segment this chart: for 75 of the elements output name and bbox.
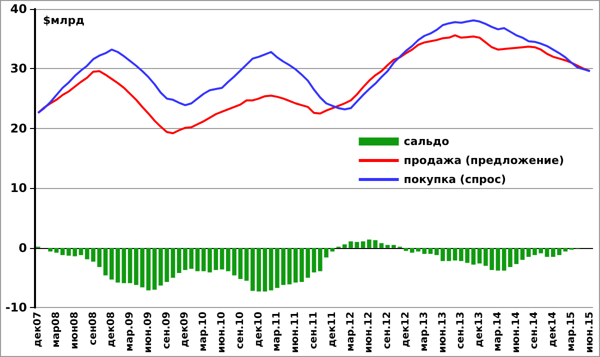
bar <box>404 248 408 251</box>
x-tick-label: сен08 <box>88 312 99 346</box>
bar <box>471 248 476 265</box>
x-tick-label: дек13 <box>474 312 486 348</box>
bar <box>379 243 384 248</box>
x-tick-label: июн.12 <box>364 312 375 354</box>
x-tick-label: мар.09 <box>124 312 136 352</box>
bar <box>103 248 108 276</box>
bar <box>287 248 292 284</box>
bar <box>354 242 360 248</box>
x-tick-label: июн.15 <box>584 312 596 354</box>
x-tick-label: дек14 <box>548 312 559 348</box>
bar <box>520 248 525 260</box>
y-tick-label: 40 <box>10 2 27 16</box>
bar <box>122 248 126 284</box>
x-tick-label: мар.14 <box>492 312 504 352</box>
bar <box>268 248 274 290</box>
bar <box>78 248 84 256</box>
x-tick-label: мар.13 <box>418 312 430 352</box>
bar <box>170 248 176 278</box>
bar <box>176 248 182 274</box>
x-tick-label: мар.12 <box>345 312 356 352</box>
bar <box>385 244 390 248</box>
x-tick-label: мар.10 <box>198 312 210 352</box>
x-tick-label: мар.15 <box>566 312 578 352</box>
y-axis-title: $млрд <box>43 14 85 27</box>
x-tick-label: июн.14 <box>510 312 522 354</box>
x-tick-label: сен.13 <box>456 312 467 349</box>
x-tick-label: дек10 <box>253 312 264 348</box>
bar <box>146 248 151 290</box>
bar <box>48 248 52 252</box>
x-tick-label: июн.13 <box>437 312 448 354</box>
x-tick-label: июн.10 <box>216 312 228 354</box>
bar <box>496 248 500 271</box>
bar <box>428 248 433 254</box>
legend-label: продажа (предложение) <box>404 154 564 167</box>
x-tick-label: мар.11 <box>272 312 283 352</box>
bar <box>220 248 224 270</box>
x-tick-label: июн.11 <box>290 312 302 354</box>
bar <box>60 248 65 256</box>
x-tick-label: дек08 <box>106 312 118 348</box>
x-tick-label: дек09 <box>180 312 191 348</box>
bar <box>446 248 452 262</box>
bar <box>563 248 568 252</box>
bar <box>360 241 366 248</box>
bar <box>544 248 550 257</box>
x-tick-label: сен.12 <box>382 312 394 349</box>
x-tick-label: дек11 <box>326 312 338 348</box>
legend-label: покупка (спрос) <box>404 173 506 186</box>
x-tick-label: июн08 <box>69 312 80 350</box>
x-tick-label: сен.14 <box>529 312 540 349</box>
x-tick-label: сен.11 <box>308 312 320 349</box>
y-tick-label: 30 <box>10 62 27 76</box>
bar <box>238 248 243 279</box>
bar <box>128 248 132 284</box>
y-tick-label: 20 <box>10 121 27 136</box>
bar <box>477 248 482 264</box>
x-tick-label: сен.10 <box>234 312 246 349</box>
bar <box>312 248 316 272</box>
x-tick-label: дек07 <box>32 312 44 348</box>
bar <box>502 248 506 271</box>
line-series <box>37 34 591 134</box>
x-tick-label: июн.09 <box>142 312 154 354</box>
bar <box>195 248 200 272</box>
legend-label: сальдо <box>404 135 450 148</box>
x-tick-label: мар08 <box>50 312 62 348</box>
bar <box>244 248 249 281</box>
bar <box>262 248 268 292</box>
y-tick-label: 10 <box>10 181 27 196</box>
bar <box>152 248 157 290</box>
y-tick-label: 0 <box>18 240 27 255</box>
x-tick-label: дек12 <box>400 312 412 348</box>
x-tick-label: сен.09 <box>161 312 172 349</box>
bar <box>452 248 458 260</box>
y-tick-label: -10 <box>5 300 27 315</box>
